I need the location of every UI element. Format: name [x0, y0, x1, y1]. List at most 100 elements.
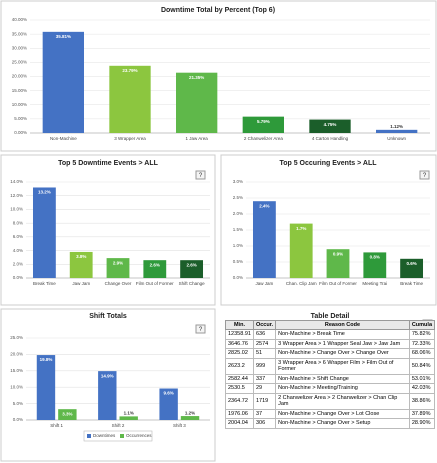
bar	[180, 260, 204, 278]
chart-title: Top 5 Downtime Events > ALL	[58, 160, 158, 167]
table-cell: 636	[252, 329, 277, 340]
value-label: 2.6%	[186, 262, 196, 267]
table-cell: Non-Machine > Change Over > Lot Close	[275, 408, 410, 419]
value-label: 35.81%	[56, 34, 71, 39]
legend-box	[83, 430, 153, 442]
x-tick-label: Shift 2	[112, 423, 125, 428]
bar	[242, 116, 284, 133]
value-label: 1.12%	[390, 124, 403, 129]
table: Min. Occur. Reason Code Cumula 12358.91 636 No…	[225, 320, 436, 429]
x-tick-label: Jaw Jam	[256, 281, 274, 286]
column-header: Occur.	[252, 320, 277, 330]
value-label: 3.8%	[76, 254, 86, 259]
x-tick-label: 2 Chanwelizer Area	[244, 136, 284, 141]
y-tick-label: 15.00%	[12, 88, 27, 93]
table-cell: Non-Machine > Break Time	[275, 329, 410, 340]
table-row: 2530.5 29 Non-Machine > Meeting/Training 42…	[225, 383, 436, 394]
x-tick-label: Film Out of Former	[136, 281, 174, 286]
table-row: 3646.76 2574 3 Wrapper Area > 1 Wrapper Se…	[225, 338, 436, 349]
y-tick-label: 30.00%	[12, 45, 27, 50]
value-label: 0.8%	[370, 255, 380, 260]
table-title: Table Detail	[311, 313, 350, 320]
y-tick-label: 35.00%	[12, 31, 27, 36]
table-cell: 51	[252, 348, 277, 359]
table-cell: 2364.72	[225, 392, 254, 410]
table-cell: 28.90%	[408, 418, 436, 429]
legend-swatch	[120, 434, 124, 438]
table-cell: 37	[252, 408, 277, 419]
x-tick-label: Unknown	[387, 136, 406, 141]
table-cell: 999	[252, 357, 277, 375]
value-label: 2.4%	[259, 203, 269, 208]
y-tick-label: 2.0%	[13, 261, 23, 266]
chart-title: Shift Totals	[89, 313, 127, 320]
value-label: 23.79%	[122, 68, 137, 73]
y-tick-label: 6.0%	[13, 234, 23, 239]
bar	[106, 258, 130, 278]
table-cell: Non-Machine > Change Over > Setup	[275, 418, 410, 429]
table-cell: Non-Machine > Shift Change	[275, 373, 410, 384]
bar	[363, 252, 387, 278]
help-button[interactable]: ?	[419, 170, 430, 180]
table-cell: 2574	[252, 338, 277, 349]
x-tick-label: Shift Change	[179, 281, 206, 286]
svg-text:?: ?	[199, 173, 203, 179]
y-tick-label: 10.0%	[10, 384, 23, 389]
x-tick-label: Jaw Jam	[72, 281, 90, 286]
y-tick-label: 5.00%	[14, 116, 27, 121]
chart-title: Top 5 Occuring Events > ALL	[279, 160, 377, 167]
value-label: 14.9%	[101, 373, 114, 378]
table-cell: 2004.04	[225, 418, 254, 429]
y-tick-label: 10.00%	[12, 102, 27, 107]
chart-title: Downtime Total by Percent (Top 6)	[161, 7, 275, 14]
bar	[400, 258, 424, 278]
value-label: 0.6%	[406, 261, 416, 266]
table-cell: 38.86%	[408, 392, 436, 410]
column-header: Cumula	[408, 320, 436, 330]
value-label: 1.7%	[296, 226, 306, 231]
y-tick-label: 2.5%	[233, 195, 243, 200]
y-tick-label: 0.5%	[233, 259, 243, 264]
value-label: 3.3%	[62, 411, 72, 416]
table-cell: 2825.02	[225, 348, 254, 359]
y-tick-label: 25.00%	[12, 60, 27, 65]
value-label: 1.1%	[124, 411, 134, 416]
column-header: Reason Code	[275, 320, 410, 330]
y-tick-label: 12.0%	[10, 193, 23, 198]
x-tick-label: Non-Machine	[50, 136, 77, 141]
y-tick-label: 15.0%	[10, 368, 23, 373]
x-tick-label: Change Over	[105, 281, 132, 286]
bar	[326, 249, 350, 278]
help-button[interactable]: ?	[195, 170, 206, 180]
y-tick-label: 0.0%	[13, 417, 23, 422]
x-tick-label: 1 Jaw Area	[186, 136, 209, 141]
value-label: 0.9%	[333, 251, 343, 256]
svg-text:?: ?	[423, 173, 427, 179]
bar	[109, 65, 151, 133]
value-label: 19.8%	[40, 357, 53, 362]
value-label: 9.6%	[164, 391, 174, 396]
value-label: 4.75%	[324, 122, 337, 127]
table-cell: 50.84%	[408, 357, 436, 375]
bar	[309, 119, 351, 133]
value-label: 5.79%	[257, 119, 270, 124]
svg-text:?: ?	[199, 327, 203, 333]
legend-swatch	[87, 434, 91, 438]
y-tick-label: 20.0%	[10, 352, 23, 357]
value-label: 2.9%	[113, 260, 123, 265]
bar	[176, 72, 218, 133]
table-detail: Min. Occur. Reason Code Cumula 12358.91 636 No…	[225, 320, 436, 429]
bar	[180, 416, 200, 420]
y-tick-label: 5.0%	[13, 401, 23, 406]
help-button[interactable]: ?	[195, 324, 206, 334]
x-tick-label: 3 Wrapper Area	[114, 136, 146, 141]
y-tick-label: 3.0%	[233, 179, 243, 184]
value-label: 13.2%	[38, 190, 51, 195]
y-tick-label: 10.0%	[10, 207, 23, 212]
y-tick-label: 1.0%	[233, 243, 243, 248]
table-cell: Non-Machine > Change Over > Change Over	[275, 348, 410, 359]
column-header: Min.	[225, 320, 254, 330]
value-label: 2.6%	[150, 262, 160, 267]
table-cell: 1719	[252, 392, 277, 410]
table-cell: 2623.2	[225, 357, 254, 375]
